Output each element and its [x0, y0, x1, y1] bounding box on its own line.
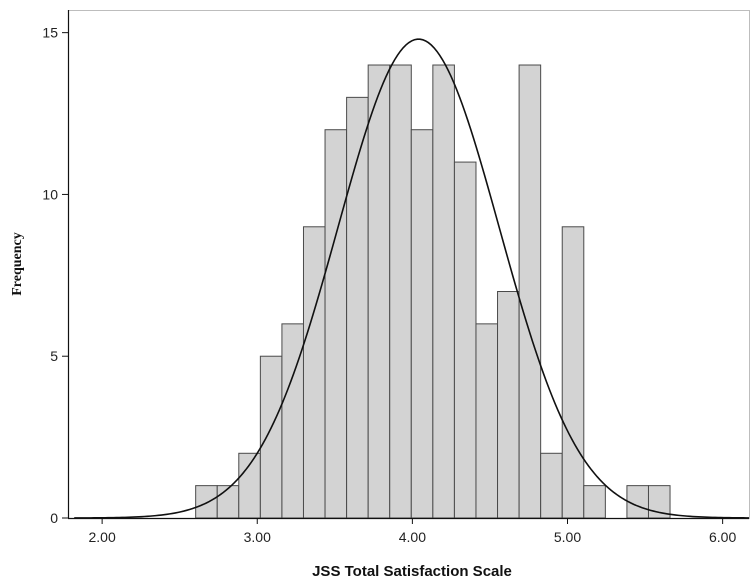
histogram-bar-6	[324, 129, 348, 519]
histogram-bar-8	[367, 64, 391, 519]
histogram-bar-0	[195, 485, 218, 519]
x-axis-ticks: 2.00 3.00 4.00 5.00 6.00	[89, 518, 736, 545]
y-tick-label-1: 5	[50, 348, 58, 364]
histogram-bar-12	[453, 161, 477, 519]
normal-curve	[74, 38, 750, 519]
histogram-bars	[195, 64, 671, 519]
histogram-bar-9	[389, 64, 412, 519]
histogram-bar-3	[259, 355, 283, 519]
y-axis-label: Frequency	[10, 232, 25, 296]
axes	[67, 10, 749, 520]
histogram-bar-11	[432, 64, 455, 519]
histogram-bar-5	[302, 226, 326, 519]
histogram-bar-18	[583, 485, 606, 519]
histogram-bar-1	[216, 485, 240, 519]
x-axis-label: JSS Total Satisfaction Scale	[312, 563, 512, 580]
y-tick-label-2: 10	[42, 186, 58, 202]
x-tick-label-2: 4.00	[399, 529, 426, 545]
y-axis-ticks: 0 5 10 15	[42, 25, 68, 526]
x-tick-label-0: 2.00	[89, 529, 116, 545]
histogram-bar-16	[540, 452, 563, 519]
histogram-bar-17	[561, 226, 585, 519]
x-tick-label-3: 5.00	[554, 529, 581, 545]
histogram-bar-13	[475, 323, 499, 519]
x-tick-label-1: 3.00	[244, 529, 271, 545]
histogram-bar-15	[518, 64, 542, 519]
y-tick-label-0: 0	[50, 510, 58, 526]
x-tick-label-4: 6.00	[709, 529, 736, 545]
histogram-bar-2	[238, 452, 261, 519]
histogram-bar-14	[497, 291, 520, 519]
histogram-bar-10	[410, 129, 434, 519]
y-tick-label-3: 15	[42, 25, 58, 41]
